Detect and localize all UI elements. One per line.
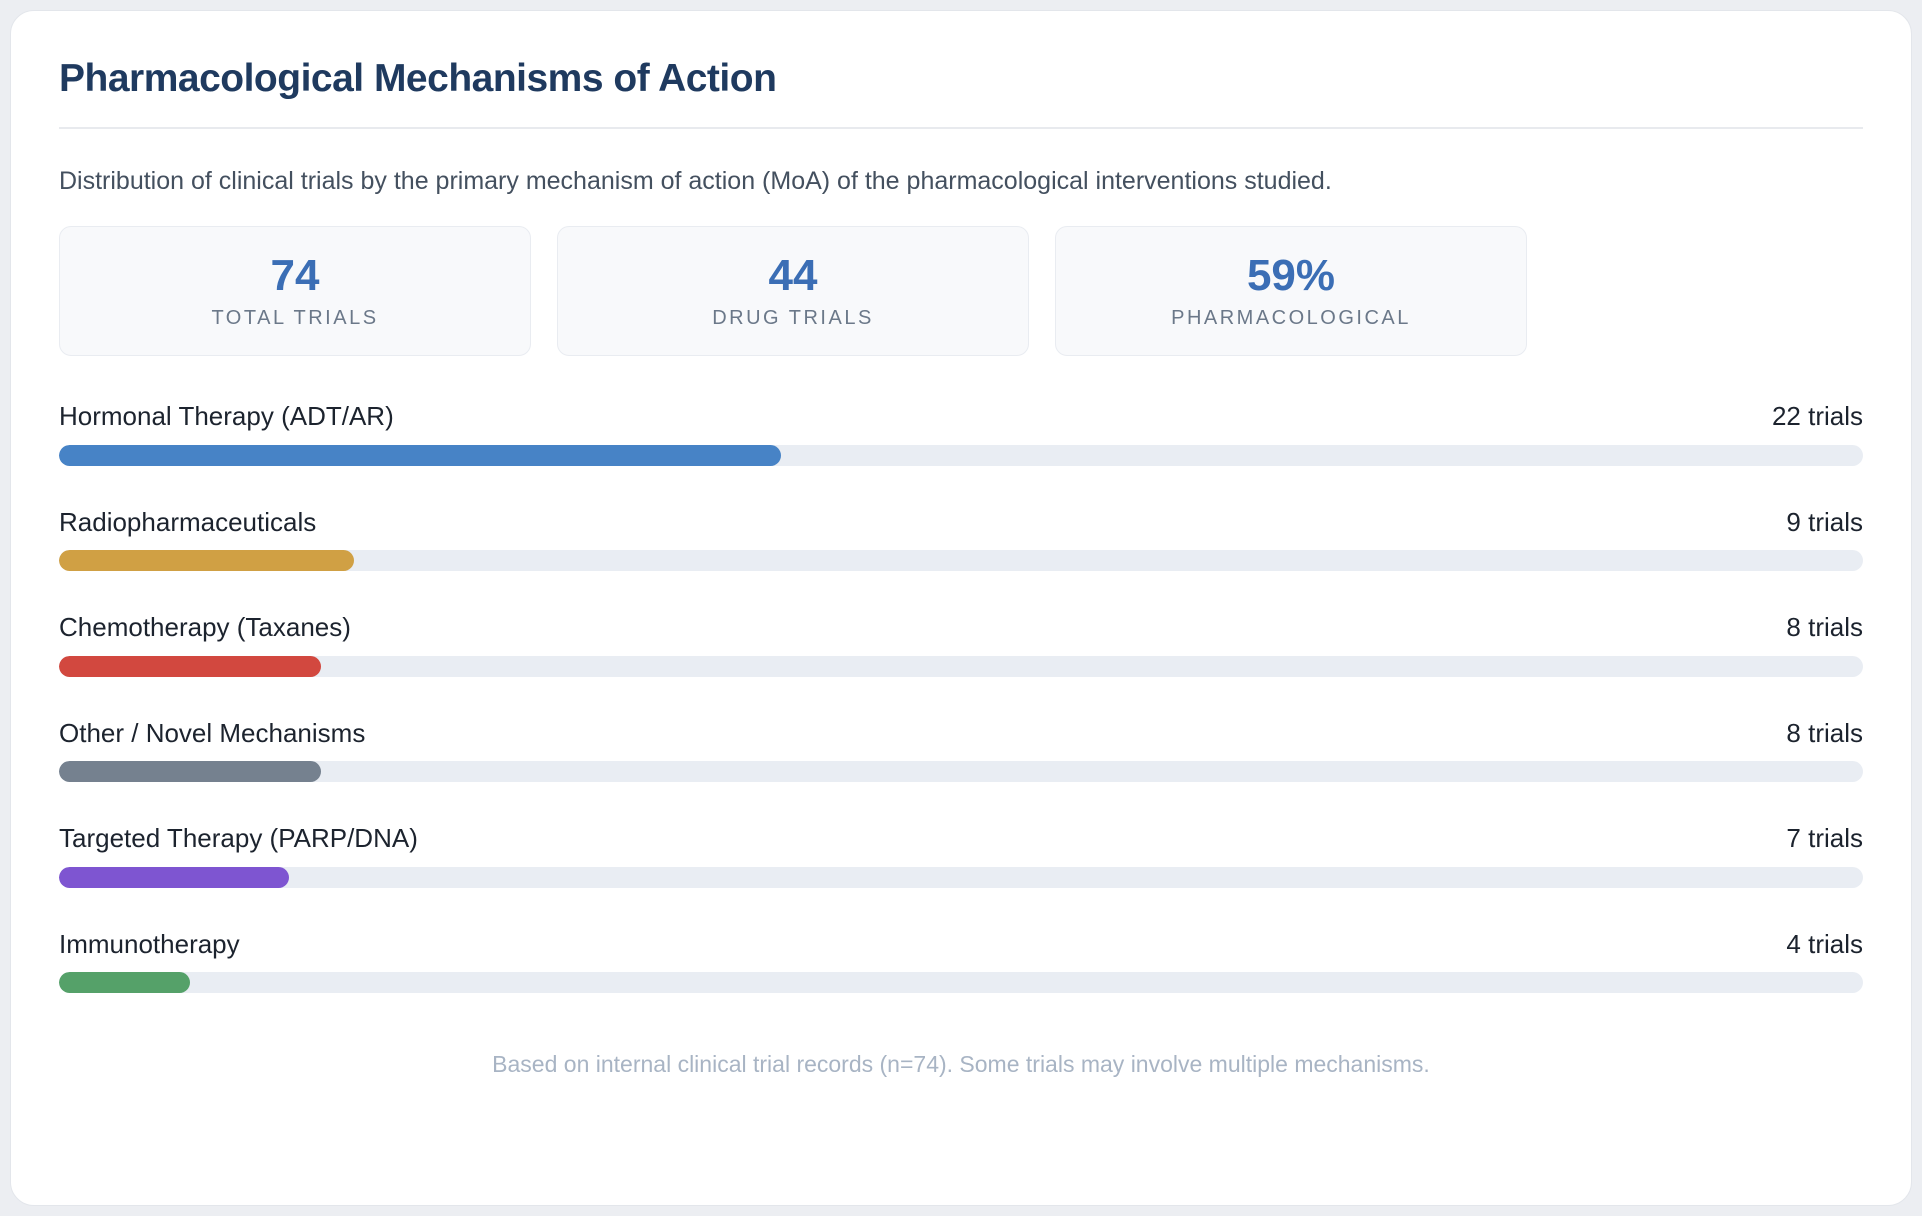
bar-category-label: Immunotherapy <box>59 928 240 959</box>
bar-category-label: Hormonal Therapy (ADT/AR) <box>59 401 394 431</box>
bar-track <box>59 972 1863 993</box>
bar-value-label: 8 trials <box>1786 717 1863 748</box>
bar-track <box>59 866 1863 888</box>
bar-value-label: 9 trials <box>1786 506 1863 537</box>
bar-row-header: Radiopharmaceuticals 9 trials <box>59 506 1863 539</box>
stat-label: TOTAL TRIALS <box>211 307 379 330</box>
title-divider <box>59 127 1863 129</box>
bar-fill <box>59 866 289 888</box>
bar-category-label: Targeted Therapy (PARP/DNA) <box>59 823 418 853</box>
stat-value: 44 <box>768 250 818 300</box>
stats-row: 74 TOTAL TRIALS 44 DRUG TRIALS 59% PHARM… <box>59 226 1863 356</box>
bar-row-header: Chemotherapy (Taxanes) 8 trials <box>59 611 1863 644</box>
bar-row-header: Targeted Therapy (PARP/DNA) 7 trials <box>59 822 1863 855</box>
bar-row-header: Other / Novel Mechanisms 8 trials <box>59 717 1863 750</box>
bar-category-label: Other / Novel Mechanisms <box>59 717 366 748</box>
bar-row: Chemotherapy (Taxanes) 8 trials <box>59 611 1863 677</box>
bar-value-label: 7 trials <box>1786 823 1863 853</box>
stat-card: 74 TOTAL TRIALS <box>59 226 531 356</box>
bar-row: Radiopharmaceuticals 9 trials <box>59 506 1863 571</box>
bar-fill <box>59 972 191 993</box>
bar-fill <box>59 761 322 782</box>
stat-value: 59% <box>1246 250 1336 300</box>
moa-report-card: Pharmacological Mechanisms of Action Dis… <box>10 10 1912 1206</box>
bar-row: Other / Novel Mechanisms 8 trials <box>59 717 1863 782</box>
bar-category-label: Chemotherapy (Taxanes) <box>59 612 351 642</box>
page-title: Pharmacological Mechanisms of Action <box>59 57 777 100</box>
bar-value-label: 22 trials <box>1771 401 1863 431</box>
stat-card: 59% PHARMACOLOGICAL <box>1055 226 1527 356</box>
bar-fill <box>59 655 322 677</box>
bar-track <box>59 550 1863 571</box>
bar-category-label: Radiopharmaceuticals <box>59 506 317 537</box>
page-subtitle: Distribution of clinical trials by the p… <box>59 167 1332 195</box>
bar-row-header: Hormonal Therapy (ADT/AR) 22 trials <box>59 400 1863 433</box>
bar-row: Immunotherapy 4 trials <box>59 928 1863 993</box>
footnote: Based on internal clinical trial records… <box>492 1051 1430 1077</box>
stat-label: DRUG TRIALS <box>712 307 874 330</box>
stat-value: 74 <box>270 250 320 300</box>
bar-fill <box>59 444 781 466</box>
bar-fill <box>59 550 355 571</box>
bar-track <box>59 444 1863 466</box>
bar-track <box>59 655 1863 677</box>
bar-chart: Hormonal Therapy (ADT/AR) 22 trials Radi… <box>59 400 1863 993</box>
bar-track <box>59 761 1863 782</box>
bar-row-header: Immunotherapy 4 trials <box>59 928 1863 961</box>
bar-value-label: 8 trials <box>1786 612 1863 642</box>
bar-row: Targeted Therapy (PARP/DNA) 7 trials <box>59 822 1863 888</box>
stat-card: 44 DRUG TRIALS <box>557 226 1029 356</box>
stat-label: PHARMACOLOGICAL <box>1171 307 1411 330</box>
bar-value-label: 4 trials <box>1786 928 1863 959</box>
bar-row: Hormonal Therapy (ADT/AR) 22 trials <box>59 400 1863 466</box>
